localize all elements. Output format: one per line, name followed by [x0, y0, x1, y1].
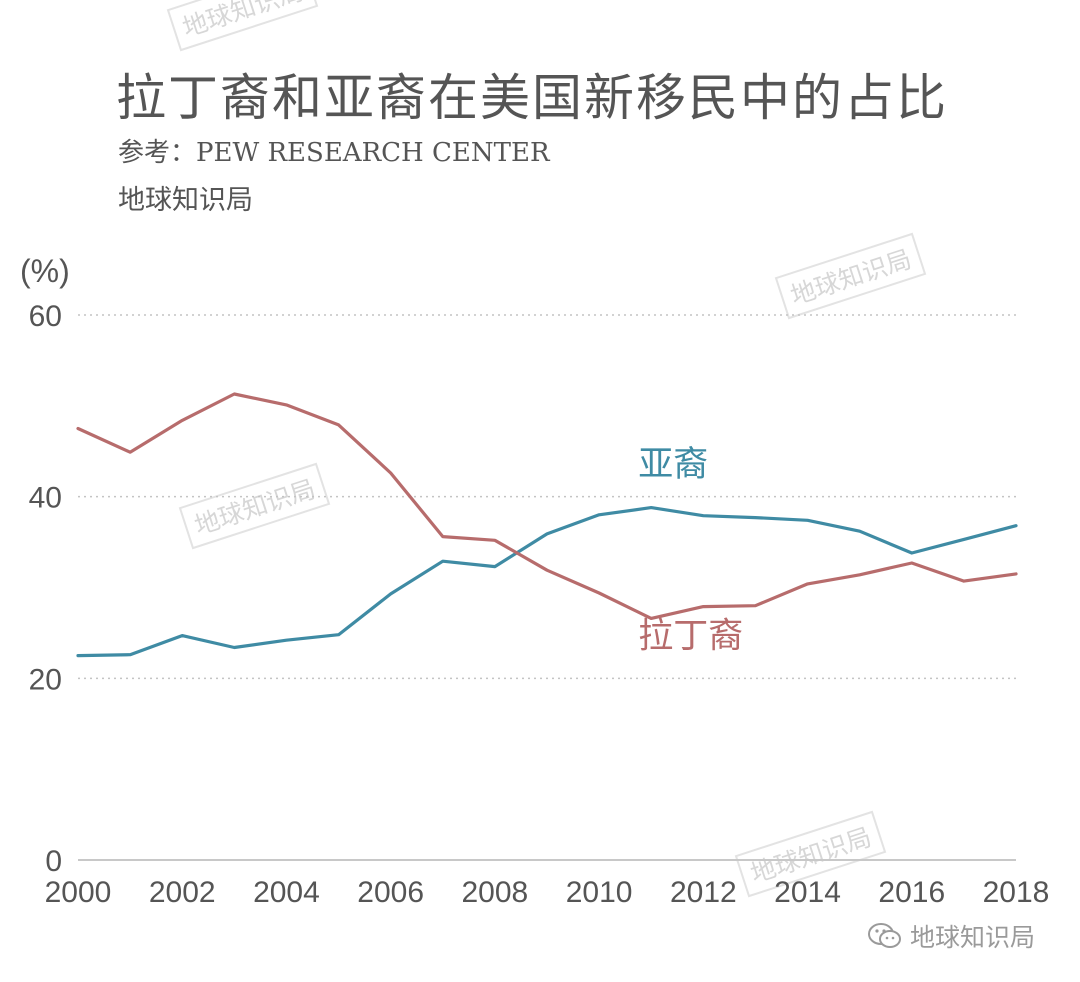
x-tick-label: 2016 — [878, 876, 945, 909]
x-tick-label: 2018 — [983, 876, 1050, 909]
x-tick-label: 2004 — [253, 876, 320, 909]
y-tick-label: 40 — [29, 482, 62, 515]
series-line-0 — [76, 506, 1018, 658]
chart-author: 地球知识局 — [118, 185, 253, 216]
series-lines — [76, 392, 1018, 658]
series-label-0: 亚裔 — [638, 445, 708, 485]
x-tick-label: 2000 — [45, 876, 112, 909]
gridlines — [78, 314, 1016, 861]
x-tick-label: 2002 — [149, 876, 216, 909]
x-tick-label: 2006 — [357, 876, 424, 909]
x-tick-label: 2008 — [462, 876, 529, 909]
y-axis-ticks: 0 20 40 60 — [29, 300, 62, 878]
chart-title: 拉丁裔和亚裔在美国新移民中的占比 — [116, 69, 948, 127]
x-tick-label: 2012 — [670, 876, 737, 909]
wechat-icon — [868, 923, 901, 948]
y-tick-label: 60 — [29, 300, 62, 333]
x-axis-ticks: 2000 2002 2004 2006 2008 2010 2012 2014 2016 2018 — [45, 876, 1050, 909]
footer-brand-label: 地球知识局 — [910, 923, 1036, 952]
y-axis-unit: (%) — [20, 253, 70, 289]
y-tick-label: 0 — [45, 845, 62, 878]
y-tick-label: 20 — [29, 663, 62, 696]
footer-brand: 地球知识局 — [868, 918, 1035, 954]
series-line-1 — [76, 392, 1018, 621]
x-tick-label: 2010 — [566, 876, 633, 909]
chart-source: 参考：PEW RESEARCH CENTER — [118, 138, 550, 168]
series-label-1: 拉丁裔 — [638, 616, 743, 656]
x-tick-label: 2014 — [774, 876, 841, 909]
